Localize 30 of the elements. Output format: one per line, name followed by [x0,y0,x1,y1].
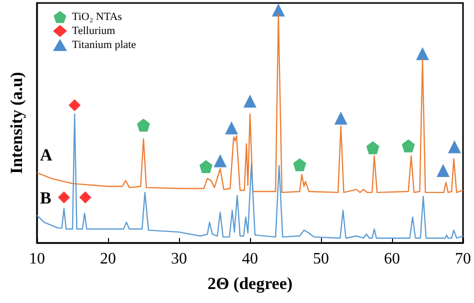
point [58,191,70,204]
point [448,140,461,154]
point [272,3,285,16]
point [366,141,380,154]
point [334,112,348,125]
x-tick-label: 40 [242,250,258,268]
point [402,139,415,152]
point [68,99,81,112]
point [214,154,227,168]
legend-label: Titanium plate [72,39,136,51]
y-axis-title: Intensity (a.u) [7,72,26,174]
point [416,47,430,60]
point [137,118,150,132]
series-label: A [40,146,53,165]
point [225,121,238,134]
x-tick-label: 70 [455,250,471,268]
legend-label: Tellurium [72,25,116,37]
point [436,164,450,178]
x-tick-label: 30 [171,250,187,268]
series-label: B [40,188,52,208]
x-tick-label: 20 [100,250,116,268]
x-tick-label: 60 [384,250,400,268]
x-tick-label: 10 [29,250,45,268]
legend-label: TiO₂ NTAs [72,11,122,23]
point [199,160,212,174]
point [79,191,92,204]
x-axis-title: 2Θ (degree) [207,274,293,293]
point [293,158,306,172]
x-tick-label: 50 [313,250,329,268]
point [244,94,256,108]
